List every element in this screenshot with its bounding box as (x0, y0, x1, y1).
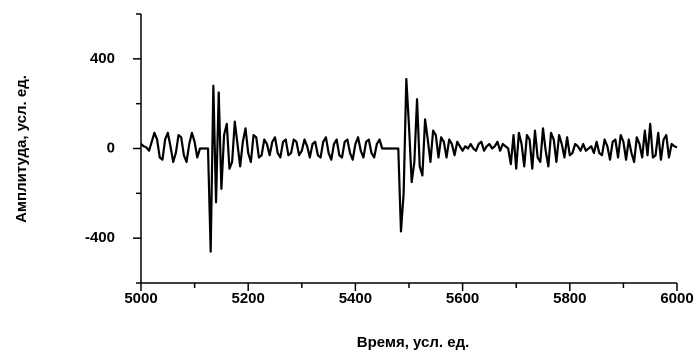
y-tick-label: 400 (90, 50, 115, 67)
x-tick-label: 5600 (446, 290, 479, 307)
y-axis-title: Амплитуда, усл. ед. (13, 75, 30, 223)
x-tick-label: 6000 (660, 290, 693, 307)
signal-line (140, 77, 678, 253)
x-tick-label: 5400 (339, 290, 372, 307)
x-axis-title: Время, усл. ед. (357, 334, 470, 351)
x-tick-label: 5200 (232, 290, 265, 307)
x-tick-label: 5800 (553, 290, 586, 307)
y-tick-label: 0 (107, 139, 115, 156)
y-tick-label: -400 (85, 229, 115, 246)
x-tick-label: 5000 (124, 290, 157, 307)
